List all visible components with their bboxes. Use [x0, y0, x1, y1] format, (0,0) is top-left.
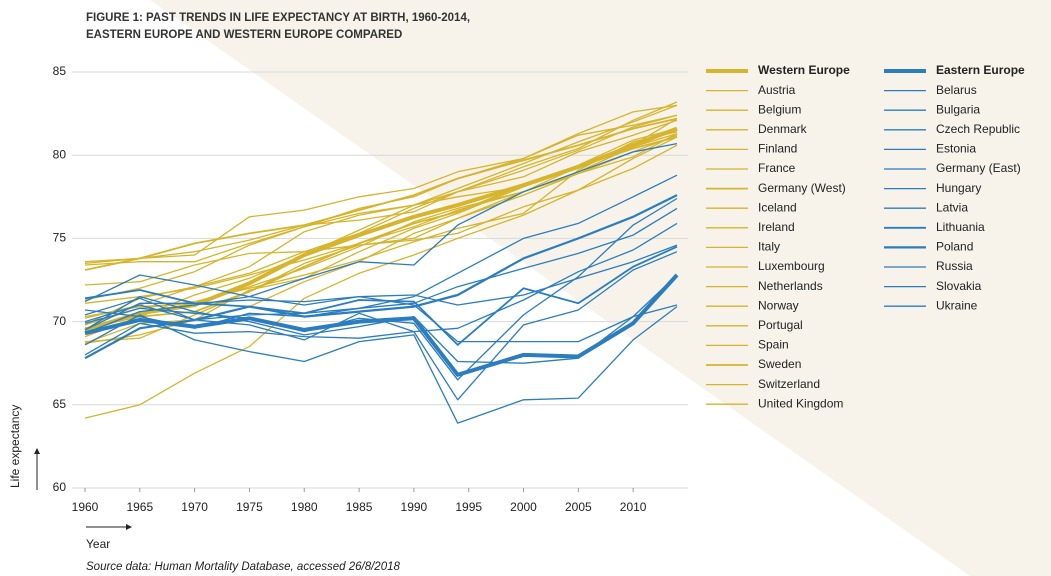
legend-label: Hungary — [936, 181, 981, 195]
legend: Western Europe Austria Belgium Denmark Finla… — [706, 63, 1025, 410]
series-line — [84, 244, 678, 331]
x-tick-label: 1990 — [401, 500, 428, 514]
legend-label: Austria — [758, 83, 796, 97]
y-tick-label: 60 — [53, 480, 67, 494]
legend-label: France — [758, 161, 796, 175]
series-line — [84, 142, 678, 334]
x-tick-label: 2010 — [620, 500, 647, 514]
series-line — [84, 251, 678, 401]
series-line — [84, 133, 678, 343]
series-line — [84, 127, 678, 266]
legend-label: Luxembourg — [758, 259, 825, 273]
source-note: Source data: Human Mortality Database, a… — [86, 561, 400, 573]
series-line — [84, 194, 678, 360]
series-line — [84, 207, 678, 321]
series-line — [84, 222, 678, 356]
legend-label: Latvia — [936, 200, 968, 214]
series-line — [84, 245, 678, 346]
legend-label: Norway — [758, 298, 799, 312]
legend-label: Slovakia — [936, 279, 982, 293]
chart-title: FIGURE 1: PAST TRENDS IN LIFE EXPECTANCY… — [86, 12, 470, 24]
series-line — [84, 101, 678, 326]
series-line — [84, 273, 679, 377]
y-tick-label: 65 — [53, 397, 67, 411]
y-tick-label: 75 — [53, 231, 67, 245]
x-tick-label: 2005 — [565, 500, 592, 514]
y-tick-label: 70 — [53, 314, 67, 328]
legend-label: Eastern Europe — [936, 63, 1025, 77]
x-tick-label: 1980 — [291, 500, 318, 514]
legend-label: Finland — [758, 142, 797, 156]
x-axis-arrow-head — [126, 524, 132, 530]
legend-label: Lithuania — [936, 220, 985, 234]
series-line — [84, 119, 678, 263]
legend-label: Poland — [936, 240, 973, 254]
series-line — [84, 117, 678, 271]
x-tick-label: 1960 — [72, 500, 99, 514]
x-tick-label: 1965 — [126, 500, 153, 514]
series-line — [84, 306, 678, 424]
legend-label: Germany (West) — [758, 181, 846, 195]
legend-label: Ireland — [758, 220, 795, 234]
legend-label: Switzerland — [758, 377, 820, 391]
legend-label: Bulgaria — [936, 102, 980, 116]
y-axis-label: Life expectancy — [8, 405, 22, 488]
legend-label: Iceland — [758, 200, 797, 214]
legend-label: Ukraine — [936, 298, 978, 312]
legend-label: Germany (East) — [936, 161, 1021, 175]
legend-label: Russia — [936, 259, 973, 273]
legend-label: Sweden — [758, 357, 801, 371]
series-line — [84, 114, 678, 265]
legend-label: United Kingdom — [758, 396, 843, 410]
legend-label: Netherlands — [758, 279, 823, 293]
legend-label: Spain — [758, 338, 789, 352]
series-line — [84, 132, 678, 304]
legend-label: Belarus — [936, 83, 977, 97]
y-tick-label: 85 — [53, 64, 67, 78]
legend-label: Estonia — [936, 142, 976, 156]
series-line — [84, 104, 678, 338]
series-line — [84, 136, 678, 419]
legend-label: Belgium — [758, 102, 801, 116]
legend-label: Portugal — [758, 318, 803, 332]
y-tick-label: 80 — [53, 147, 67, 161]
x-axis-label: Year — [86, 537, 110, 551]
x-tick-label: 2000 — [510, 500, 537, 514]
legend-label: Italy — [758, 240, 780, 254]
legend-label: Czech Republic — [936, 122, 1020, 136]
legend-label: Western Europe — [758, 63, 850, 77]
legend-label: Denmark — [758, 122, 808, 136]
x-tick-label: 1985 — [346, 500, 373, 514]
chart-title: EASTERN EUROPE AND WESTERN EUROPE COMPAR… — [86, 29, 402, 41]
series-line — [84, 144, 678, 286]
x-tick-label: 1975 — [236, 500, 263, 514]
x-tick-label: 1995 — [455, 500, 482, 514]
y-axis-arrow-head — [34, 448, 40, 454]
plot-area: 60 65 70 75 80 85 1960 1965 1970 1975 1980 1985 1990… — [53, 64, 688, 514]
x-tick-label: 1970 — [181, 500, 208, 514]
